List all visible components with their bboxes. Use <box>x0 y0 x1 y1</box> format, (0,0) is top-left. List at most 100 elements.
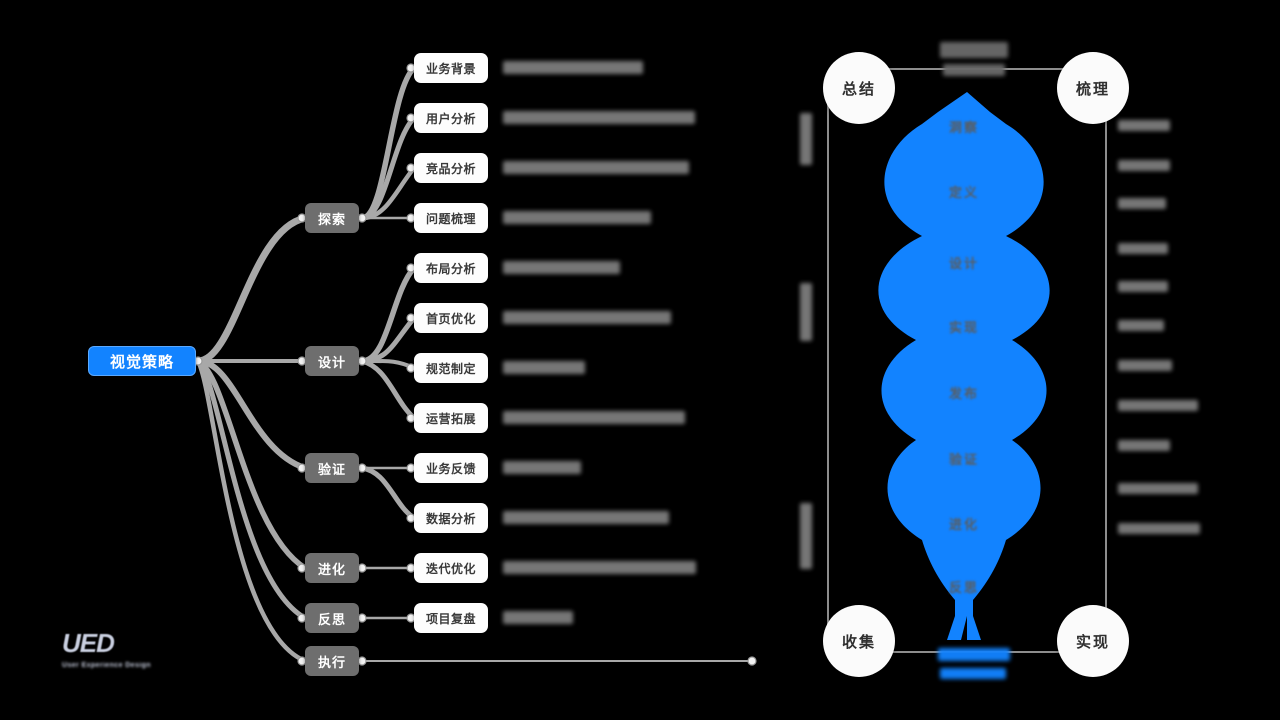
leaf-node-label: 用户分析 <box>425 111 476 126</box>
branch-node-design[interactable]: 设计 <box>305 346 359 376</box>
leaf-node-label: 首页优化 <box>425 311 476 326</box>
corner-label: 总结 <box>841 80 876 98</box>
corner-label: 收集 <box>841 633 876 651</box>
branch-node-label: 反思 <box>317 611 346 627</box>
leaf-description-redacted <box>503 411 685 424</box>
stage-text: 反思 <box>948 580 979 595</box>
framework-bottom-caption2-redacted <box>940 668 1006 679</box>
stage-text: 进化 <box>948 517 979 532</box>
leaf-node-label: 问题梳理 <box>425 211 476 226</box>
leaf-description-redacted <box>503 461 581 474</box>
stage-text: 验证 <box>948 452 979 467</box>
ued-logo-subtitle: User Experience Design <box>62 662 151 669</box>
stage-text: 洞察 <box>948 120 979 135</box>
leaf-node-spec-definition[interactable]: 规范制定 <box>414 353 488 383</box>
branch-node-reflect[interactable]: 反思 <box>305 603 359 633</box>
leaf-node-business-feedback[interactable]: 业务反馈 <box>414 453 488 483</box>
funnel-path <box>878 92 1050 640</box>
leaf-node-label: 迭代优化 <box>425 561 476 576</box>
corner-node-collect[interactable]: 收集 <box>823 605 895 677</box>
leaf-node-label: 业务背景 <box>425 61 476 76</box>
framework-right-note-redacted <box>1118 440 1170 451</box>
leaf-description-redacted <box>503 511 669 524</box>
leaf-description-redacted <box>503 61 643 74</box>
branch-node-label: 进化 <box>317 561 346 577</box>
leaf-node-label: 布局分析 <box>425 261 476 276</box>
framework-right-note-redacted <box>1118 483 1198 494</box>
root-node-label: 视觉策略 <box>109 353 174 371</box>
leaf-node-label: 业务反馈 <box>425 461 476 476</box>
stage-text: 发布 <box>948 386 979 401</box>
stage-label-release: 发布 <box>919 383 1009 402</box>
branch-node-label: 探索 <box>317 211 346 227</box>
corner-node-organize[interactable]: 梳理 <box>1057 52 1129 124</box>
leaf-description-redacted <box>503 361 585 374</box>
stage-label-evolve: 进化 <box>919 514 1009 533</box>
leaf-description-redacted <box>503 211 651 224</box>
leaf-description-redacted <box>503 261 620 274</box>
leaf-node-data-analysis[interactable]: 数据分析 <box>414 503 488 533</box>
stage-label-insight: 洞察 <box>919 117 1009 136</box>
framework-right-note-redacted <box>1118 360 1172 371</box>
branch-node-explore[interactable]: 探索 <box>305 203 359 233</box>
leaf-description-redacted <box>503 311 671 324</box>
framework-right-note-redacted <box>1118 320 1164 331</box>
ued-logo-subtitle-text: User Experience Design <box>62 662 151 669</box>
framework-right-note-redacted <box>1118 243 1168 254</box>
framework-left-note-redacted <box>800 113 812 165</box>
framework-left-note-redacted <box>800 283 812 341</box>
ued-logo: UED <box>62 628 115 659</box>
leaf-description-redacted <box>503 161 689 174</box>
leaf-node-project-review[interactable]: 项目复盘 <box>414 603 488 633</box>
framework-subtitle-redacted <box>943 64 1005 76</box>
framework-title-redacted <box>940 42 1008 58</box>
framework-right-note-redacted <box>1118 281 1168 292</box>
leaf-description-redacted <box>503 611 573 624</box>
framework-right-note-redacted <box>1118 523 1200 534</box>
branch-node-execute[interactable]: 执行 <box>305 646 359 676</box>
leaf-node-label: 竞品分析 <box>425 161 476 176</box>
leaf-node-user-analysis[interactable]: 用户分析 <box>414 103 488 133</box>
leaf-node-competitor-analysis[interactable]: 竞品分析 <box>414 153 488 183</box>
branch-node-label: 执行 <box>317 654 346 670</box>
corner-label: 实现 <box>1075 633 1110 651</box>
leaf-node-homepage-optimization[interactable]: 首页优化 <box>414 303 488 333</box>
stage-label-validate: 验证 <box>919 449 1009 468</box>
leaf-node-label: 项目复盘 <box>425 611 476 626</box>
stage-text: 设计 <box>948 256 979 271</box>
framework-right-note-redacted <box>1118 120 1170 131</box>
root-node-visual-strategy[interactable]: 视觉策略 <box>88 346 196 376</box>
leaf-node-business-background[interactable]: 业务背景 <box>414 53 488 83</box>
branch-node-label: 设计 <box>317 354 346 370</box>
stage-label-design: 设计 <box>919 253 1009 272</box>
ued-logo-text: UED <box>62 628 115 658</box>
corner-node-summarize[interactable]: 总结 <box>823 52 895 124</box>
leaf-node-iterative-optimization[interactable]: 迭代优化 <box>414 553 488 583</box>
stage-label-define: 定义 <box>919 182 1009 201</box>
leaf-description-redacted <box>503 561 696 574</box>
framework-right-note-redacted <box>1118 198 1166 209</box>
leaf-description-redacted <box>503 111 695 124</box>
branch-node-label: 验证 <box>317 461 346 477</box>
framework-right-note-redacted <box>1118 160 1170 171</box>
stage-label-reflect: 反思 <box>919 577 1009 596</box>
leaf-node-problem-sorting[interactable]: 问题梳理 <box>414 203 488 233</box>
stage-text: 实现 <box>948 320 979 335</box>
corner-label: 梳理 <box>1075 80 1110 98</box>
leaf-node-operations-expansion[interactable]: 运营拓展 <box>414 403 488 433</box>
stage-label-implement: 实现 <box>919 317 1009 336</box>
leaf-node-label: 数据分析 <box>425 511 476 526</box>
branch-node-evolve[interactable]: 进化 <box>305 553 359 583</box>
leaf-node-label: 规范制定 <box>425 361 476 376</box>
leaf-node-layout-analysis[interactable]: 布局分析 <box>414 253 488 283</box>
stage-text: 定义 <box>948 185 979 200</box>
framework-bottom-caption-redacted <box>938 648 1010 661</box>
framework-left-note-redacted <box>800 503 812 569</box>
framework-right-note-redacted <box>1118 400 1198 411</box>
branch-node-validate[interactable]: 验证 <box>305 453 359 483</box>
leaf-node-label: 运营拓展 <box>425 411 476 426</box>
corner-node-realize[interactable]: 实现 <box>1057 605 1129 677</box>
